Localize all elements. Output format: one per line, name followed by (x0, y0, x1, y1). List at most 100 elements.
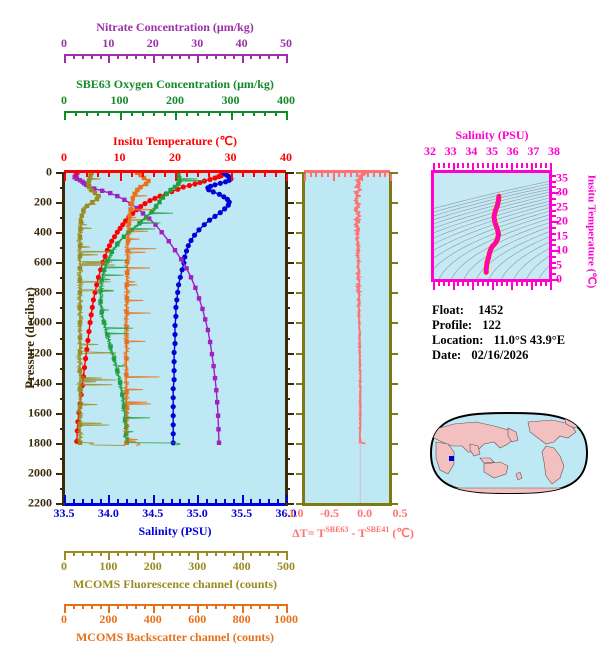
axis-tick (285, 487, 290, 490)
ruler-tick (179, 604, 182, 609)
delta-t-bottom-axis-line (304, 503, 390, 506)
axis-tick (304, 172, 306, 181)
axis-tick (309, 172, 312, 177)
axis-tick (540, 281, 543, 286)
ruler-tick (286, 111, 288, 120)
ruler-tick (250, 551, 253, 556)
axis-tick (163, 172, 166, 177)
axis-tick (143, 499, 146, 504)
ruler-tick (223, 54, 226, 59)
axis-tick (259, 499, 262, 504)
axis-tick (344, 172, 347, 177)
ruler-bar (64, 604, 286, 606)
delta-t-axis-title: ΔT= TSBE63 - TSBE41 (℃) (288, 525, 418, 541)
ruler-tick (108, 604, 111, 613)
axis-tick (56, 472, 65, 475)
salinity-tick-0: 33.5 (53, 506, 75, 520)
delta-t-text: (℃) (389, 526, 414, 540)
ruler-tick (268, 54, 271, 59)
ts-salinity-tick-0: 32 (424, 144, 436, 158)
axis-tick (285, 352, 294, 355)
axis-tick (285, 262, 294, 265)
axis-tick (433, 281, 435, 290)
axis-tick (349, 172, 352, 177)
axis-tick (545, 281, 548, 286)
axis-tick (285, 172, 294, 174)
axis-tick (530, 163, 533, 172)
axis-tick (296, 292, 305, 295)
salinity-axis-ticks (64, 494, 288, 504)
axis-tick (296, 503, 305, 505)
ts-temp-tick (551, 209, 556, 212)
axis-tick (285, 322, 294, 325)
ruler-tick (81, 551, 84, 556)
ruler-tick (152, 54, 155, 63)
axis-tick (60, 367, 65, 370)
axis-tick (286, 495, 288, 504)
profile-top-axis-line (64, 170, 286, 173)
pressure-tick-2: 400 (34, 224, 52, 239)
axis-tick (97, 172, 100, 177)
ts-temp-tick (551, 238, 556, 241)
axis-tick (389, 382, 398, 385)
raw-fluorescence (75, 172, 126, 446)
ruler-tick (119, 111, 122, 120)
ruler-tick (214, 604, 217, 609)
axis-tick (467, 163, 470, 168)
axis-tick (520, 163, 523, 168)
axis-tick (206, 499, 209, 504)
ts-salinity-axis-title: Salinity (PSU) (455, 128, 529, 142)
pressure-axis-ticks-right (285, 172, 294, 505)
ts-temp-tick (551, 279, 559, 281)
pressure-tick-0: 0 (46, 164, 52, 179)
axis-tick (64, 495, 66, 504)
axis-tick (296, 472, 305, 475)
pressure-tick-11: 2200 (28, 495, 52, 510)
ruler-tick (170, 551, 173, 556)
delta-t-tick-1: -0.5 (319, 506, 339, 520)
ts-temperature-ticks (551, 172, 559, 281)
ruler-tick (135, 54, 138, 59)
axis-tick (389, 352, 398, 355)
ruler-tick (130, 111, 133, 116)
world-map-icon[interactable] (424, 408, 594, 498)
salinity-tick-4: 35.5 (231, 506, 253, 520)
axis-tick (511, 281, 513, 290)
fluorescence-tick-0: 0 (61, 559, 67, 573)
ruler-tick (197, 54, 200, 63)
axis-tick (60, 247, 65, 250)
axis-tick (119, 172, 122, 181)
ruler-tick (75, 111, 78, 116)
ruler-tick (268, 604, 271, 609)
axis-tick (540, 163, 543, 168)
pressure-tick-6: 1200 (28, 345, 52, 360)
oxygen-axis-ruler (64, 111, 288, 120)
ruler-tick (108, 111, 111, 116)
axis-tick (188, 499, 191, 504)
axis-tick (390, 172, 392, 181)
delta-t-superscript: SBE63 (325, 525, 349, 534)
location-label: Location: (432, 333, 484, 347)
ruler-tick (152, 604, 155, 613)
profile-info-row: Profile: 122 (432, 318, 501, 333)
ruler-tick (219, 111, 222, 116)
ruler-tick (97, 111, 100, 116)
delta-t-trace (352, 172, 368, 503)
ts-diagram-traces (433, 180, 550, 279)
ts-salinity-tick-labels: 32 33 34 35 36 37 38 (424, 144, 560, 160)
float-label: Float: (432, 303, 464, 317)
backscatter-tick-5: 1000 (274, 612, 298, 626)
axis-tick (241, 172, 244, 177)
ruler-tick (179, 54, 182, 59)
ruler-tick (232, 604, 235, 609)
axis-tick (467, 281, 470, 286)
axis-tick (442, 281, 445, 286)
ruler-tick (274, 111, 277, 116)
delta-t-panel[interactable] (304, 172, 390, 503)
axis-tick (389, 292, 398, 295)
axis-tick (60, 487, 65, 490)
oxygen-axis-title: SBE63 Oxygen Concentration (μm/kg) (76, 77, 274, 91)
ts-temp-tick (551, 180, 556, 183)
axis-tick (285, 427, 290, 430)
axis-tick (481, 163, 484, 168)
